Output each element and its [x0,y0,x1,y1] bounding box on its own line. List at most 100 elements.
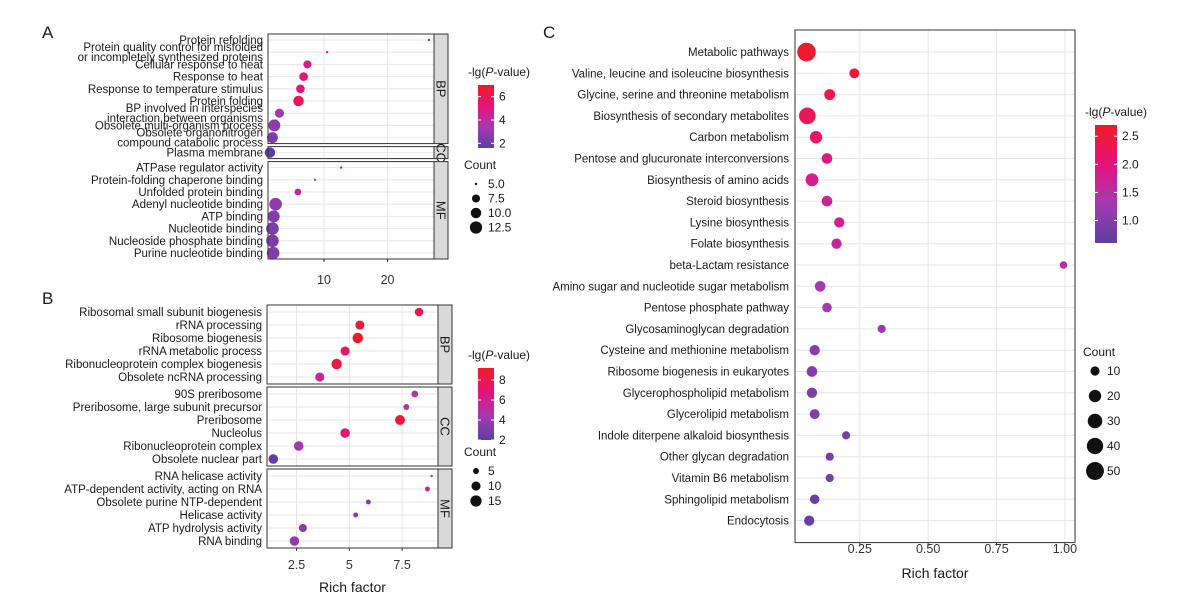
facet-main: Metabolic pathways Valine, leucine and is… [552,29,1076,544]
term-label: Cysteine and methionine metabolism [600,345,789,357]
term-label-line: 90S preribosome [174,389,262,401]
term-label: Protein-folding chaperone binding [91,175,263,187]
panel-letter: B [42,289,53,308]
size-legend-dot [469,221,483,234]
term-label: Lysine biosynthesis [690,217,790,229]
term-label-line: Plasma membrane [166,148,263,160]
data-point [849,68,860,79]
x-tick-label: 7.5 [393,558,410,572]
term-label-line: Glycerophospholipid metabolism [623,388,789,400]
term-label: Sphingolipid metabolism [664,494,789,506]
term-label: Protein refolding [179,35,263,47]
size-legend-dot [1086,462,1104,480]
term-label: Cellular response to heat [135,59,264,71]
facet-strip [437,468,453,549]
term-label: Ribonucleoprotein complex [123,441,262,453]
data-point [411,390,419,398]
term-label-line: Other glycan degradation [660,452,789,464]
data-point [313,178,317,181]
data-point [809,131,823,144]
color-bar [1095,125,1117,243]
term-label: Preribosome, large subunit precursor [73,402,262,414]
data-point [353,512,359,518]
color-legend-title-suffix: -value) [493,348,530,362]
x-axis: 2.5 5 7.5 Rich factor [288,548,411,595]
size-legend-label: 12.5 [488,221,512,235]
term-label: Ribosome biogenesis [152,333,262,345]
color-legend-title: -lg(P-value) [468,65,530,79]
term-label-line: Glycosaminoglycan degradation [625,324,789,336]
term-label: Biosynthesis of amino acids [647,175,789,187]
data-point [269,197,282,211]
data-point [298,523,307,533]
data-point [266,234,279,248]
data-point [331,358,342,370]
facet-frame [266,468,439,549]
term-label-line: Carbon metabolism [689,132,789,144]
term-label-line: compound catabolic process [117,138,263,150]
data-point [825,473,834,483]
facet-strip-label: BP [434,80,449,97]
term-label-line: Response to heat [173,72,264,84]
facet-strip-label: MF [438,499,453,518]
facet-strip-label: CC [438,417,453,436]
size-legend-dot [1090,366,1100,376]
x-axis-label: Rich factor [902,565,969,581]
color-legend-title: -lg(P-value) [468,348,530,362]
term-label-line: Protein refolding [179,35,263,47]
color-tick-label: 1.5 [1122,185,1139,199]
term-label: Unfolded protein binding [138,187,263,199]
size-legend-dot [470,207,482,219]
data-point [325,51,329,54]
term-label-line: Sphingolipid metabolism [664,494,789,506]
term-label: BP involved in interspecies interaction b… [107,103,263,125]
term-label: ATP hydrolysis activity [148,523,262,535]
term-label-line: Vitamin B6 metabolism [672,473,789,485]
color-legend-title-prefix: -lg( [468,65,485,79]
term-label: Other glycan degradation [660,452,789,464]
term-label-line: rRNA metabolic process [139,346,263,358]
term-label-line: Glycerolipid metabolism [667,409,789,421]
size-legend-label: 15 [488,494,502,508]
term-label: Obsolete nuclear part [152,454,263,466]
data-point [352,332,363,344]
x-tick-label: 1.00 [1053,542,1077,556]
facet-strip [433,146,449,160]
term-label-line: ATP binding [201,211,263,223]
color-tick-label: 6 [499,90,506,104]
term-label: Helicase activity [180,510,263,522]
term-label-line: Cysteine and methionine metabolism [600,345,789,357]
term-label-line: RNA binding [198,536,262,548]
size-legend-dot [473,468,479,474]
color-legend-title-prefix: -lg( [1085,105,1102,119]
size-legend-label: 5 [488,464,495,478]
term-label: Nucleolus [212,428,263,440]
color-tick-label: 2 [499,136,506,150]
facet-frame [266,386,439,467]
color-tick-label: 2.0 [1122,157,1139,171]
x-tick-label: 2.5 [288,558,305,572]
facet-strip-label: BP [438,336,453,353]
term-label: Obsolete organonitrogen compound cataboli… [117,128,263,150]
size-legend-label: 5.0 [488,177,505,191]
term-label-line: Unfolded protein binding [138,187,263,199]
data-point [806,366,818,377]
color-legend-title-suffix: -value) [493,65,530,79]
term-label: RNA binding [198,536,262,548]
size-legend-label: 50 [1107,464,1121,478]
x-tick-label: 10 [317,273,331,287]
term-label: Pentose and glucuronate interconversions [574,154,789,166]
size-legend-label: 10.0 [488,206,512,220]
data-point [403,404,410,410]
data-point [267,210,280,223]
term-label: Carbon metabolism [689,132,789,144]
data-point [821,153,833,164]
size-legend-label: 40 [1107,439,1121,453]
term-label-line: Indole diterpene alkaloid biosynthesis [598,430,789,442]
data-point [424,486,430,492]
term-label: Response to heat [173,72,264,84]
facet-frame [267,161,435,260]
size-legend-title: Count [1083,345,1116,359]
x-tick-label: 0.50 [916,542,940,556]
